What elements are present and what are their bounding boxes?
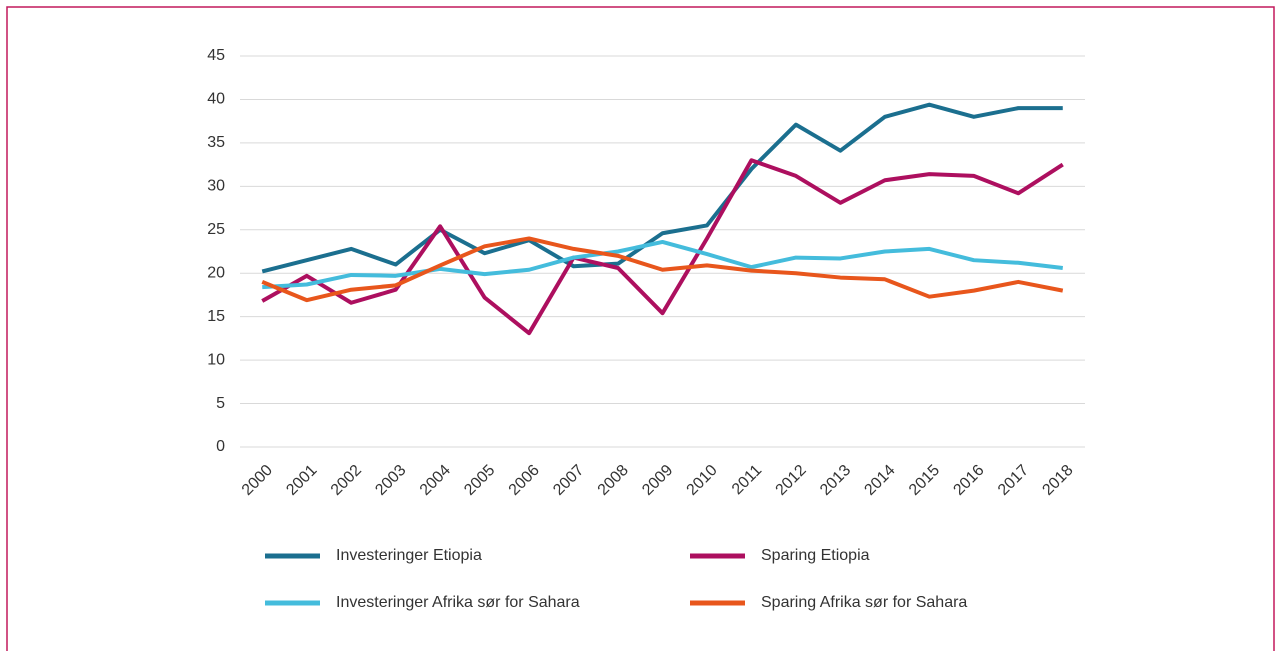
legend-label: Sparing Afrika sør for Sahara (761, 594, 967, 611)
y-tick-label: 30 (207, 178, 225, 195)
series-line (261, 158, 1064, 336)
x-tick-label: 2004 (417, 462, 454, 499)
x-tick-label: 2000 (239, 462, 276, 499)
x-tick-label: 2008 (595, 462, 632, 499)
y-tick-label: 25 (207, 221, 225, 238)
x-tick-label: 2007 (550, 462, 587, 499)
x-tick-label: 2010 (684, 462, 721, 499)
legend-label: Sparing Etiopia (761, 547, 870, 564)
x-tick-label: 2006 (506, 462, 543, 499)
x-tick-label: 2005 (461, 462, 498, 499)
y-tick-label: 45 (207, 47, 225, 64)
x-tick-label: 2016 (950, 462, 987, 499)
y-tick-label: 15 (207, 308, 225, 325)
x-tick-label: 2011 (729, 462, 765, 498)
y-tick-label: 35 (207, 134, 225, 151)
legend-label: Investeringer Afrika sør for Sahara (336, 594, 580, 611)
x-tick-label: 2003 (372, 462, 409, 499)
series-line (261, 102, 1063, 274)
series-line (262, 239, 1063, 290)
x-tick-label: 2015 (906, 462, 943, 499)
series-line (261, 236, 1064, 303)
y-tick-label: 40 (207, 91, 225, 108)
x-tick-label: 2017 (995, 462, 1032, 499)
x-tick-label: 2014 (861, 462, 898, 499)
frame (6, 6, 1275, 651)
x-tick-label: 2013 (817, 462, 854, 499)
x-tick-label: 2001 (283, 462, 320, 499)
x-tick-label: 2018 (1039, 462, 1076, 499)
y-tick-label: 20 (207, 264, 225, 281)
x-tick-label: 2002 (328, 462, 365, 499)
y-tick-label: 0 (216, 438, 225, 455)
legend-label: Investeringer Etiopia (336, 547, 482, 564)
y-tick-label: 10 (207, 351, 225, 368)
y-tick-label: 5 (216, 395, 225, 412)
x-tick-label: 2012 (773, 462, 810, 499)
x-tick-label: 2009 (639, 462, 676, 499)
